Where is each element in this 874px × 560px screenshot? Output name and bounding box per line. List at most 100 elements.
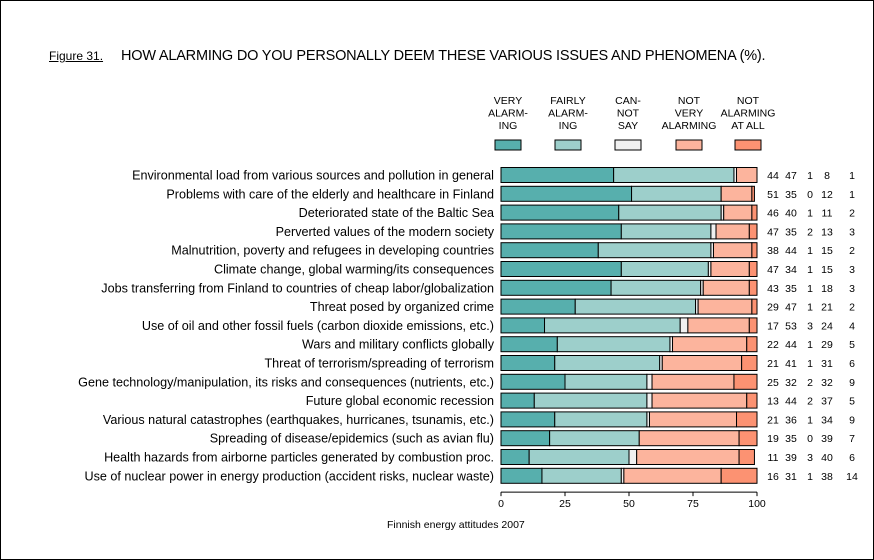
bar-segment [500,204,620,221]
bar-segment [687,317,750,334]
category-label: Perverted values of the modern society [276,225,495,239]
data-label: 37 [821,396,833,408]
data-label: 5 [849,396,855,408]
bar-segment [751,185,755,202]
bar-segment [556,336,671,353]
bar-segment [748,261,758,277]
data-label: 47 [767,264,779,276]
bar-segment [500,261,622,277]
bar-segment [720,185,753,202]
data-label: 2 [849,245,855,257]
data-label: 11 [768,452,779,464]
bar-segment [500,317,546,334]
bar-segment [500,411,556,428]
bar-segment [549,430,640,447]
bar-segment [554,411,648,428]
data-label: 1 [807,283,813,295]
data-label: 44 [785,396,797,408]
bar-segment [672,336,748,353]
data-label: 46 [767,208,779,220]
bar-segment [679,317,689,334]
data-label: 3 [849,226,855,238]
bar-segment [710,261,750,277]
category-label: Various natural catastrophes (earthquake… [103,413,494,427]
bar-segment [736,167,758,183]
data-label: 38 [767,245,779,257]
bar-segment [544,317,681,334]
legend-label: CAN- [615,95,641,107]
bar-segment [564,373,648,390]
data-label: 5 [849,339,855,351]
legend-label: ALARM- [488,108,528,120]
data-label: 1 [807,170,813,182]
category-label: Malnutrition, poverty and refugees in de… [171,244,494,258]
bar-segment [736,411,758,428]
bar-segment [738,430,758,447]
data-label: 2 [807,377,813,389]
bar-segment [748,223,758,240]
bar-segment [697,298,753,315]
legend-label: ING [499,120,518,132]
data-label: 19 [767,433,779,445]
data-label: 18 [821,283,833,295]
data-label: 11 [822,208,833,220]
data-label: 24 [821,320,833,332]
figure-label: Figure 31. [49,49,104,63]
legend-swatch [494,139,522,151]
data-label: 44 [767,170,779,182]
data-label: 47 [785,302,797,314]
data-label: 3 [807,320,813,332]
data-label: 0 [807,433,813,445]
bar-segment [500,467,543,484]
data-label: 1 [849,189,855,201]
legend-label: VERY [675,108,703,120]
data-label: 3 [849,264,855,276]
bar-segment [620,223,712,240]
data-label: 44 [785,245,797,257]
data-label: 29 [767,302,779,314]
data-label: 13 [767,396,779,408]
category-label: Threat of terrorism/spreading of terrori… [264,357,494,371]
bar-segment [638,430,740,447]
legend-swatch [675,139,703,151]
data-label: 40 [821,452,833,464]
bar-segment [500,449,530,465]
data-label: 31 [821,358,833,370]
category-label: Deteriorated state of the Baltic Sea [299,206,494,220]
data-label: 3 [849,283,855,295]
data-label: 3 [807,452,813,464]
bar-segment [748,279,758,296]
bar-segment [528,449,630,465]
bar-segment [628,449,638,465]
legend-label: NOT [617,108,640,120]
legend-label: ALARMING [662,120,717,132]
legend-swatch [734,139,762,151]
bar-segment [623,467,722,484]
data-label: 47 [785,170,797,182]
data-label: 40 [785,208,797,220]
data-label: 35 [785,189,797,201]
data-label: 34 [821,414,833,426]
bar-segment [500,373,566,390]
category-label: Climate change, global warming/its conse… [214,263,494,277]
bar-segment [618,204,722,221]
data-label: 0 [807,189,813,201]
data-label: 1 [807,339,813,351]
stacked-bar-chart: VERYALARM-INGFAIRLYALARM-INGCAN-NOTSAYNO… [78,95,858,510]
legend-swatch [614,139,642,151]
category-label: Use of oil and other fossil fuels (carbo… [142,319,494,333]
data-label: 39 [785,452,797,464]
category-label: Wars and military conflicts globally [302,338,495,352]
bar-segment [500,279,612,296]
x-tick-label: 100 [748,498,766,510]
bar-segment [751,204,758,221]
data-label: 13 [821,226,833,238]
bar-segment [500,242,599,259]
data-label: 2 [807,396,813,408]
bar-segment [500,392,535,409]
bar-segment [741,355,758,371]
bar-segment [751,298,758,315]
data-label: 21 [821,302,833,314]
data-label: 2 [849,208,855,220]
